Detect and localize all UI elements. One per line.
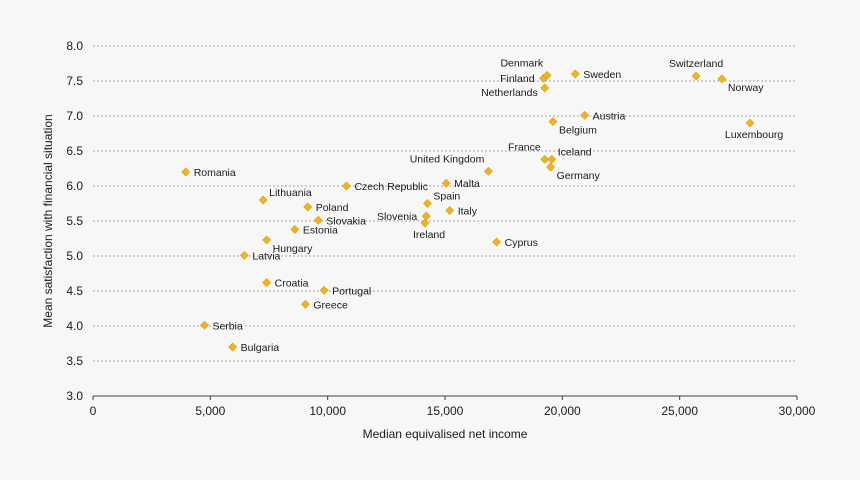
label-cyprus: Cyprus	[505, 237, 538, 249]
point-greece	[300, 299, 310, 309]
point-france	[540, 154, 550, 164]
label-iceland: Iceland	[558, 146, 592, 158]
point-denmark	[542, 70, 552, 80]
point-spain	[422, 199, 432, 208]
x-tick-label: 15,000	[427, 404, 464, 418]
label-slovenia: Slovenia	[377, 211, 417, 223]
point-croatia	[262, 278, 272, 288]
x-tick-label: 20,000	[544, 404, 581, 418]
label-romania: Romania	[194, 167, 236, 179]
label-estonia: Estonia	[303, 224, 338, 236]
y-axis-ticks: 3.0 3.5 4.0 4.5 5.0 5.5 6.0 6.5 7.0 7.5 8.0	[66, 39, 83, 403]
x-axis-title: Median equivalised net income	[363, 427, 528, 441]
data-labels: Romania Serbia Bulgaria Latvia Lithuania Hung…	[194, 57, 784, 354]
point-germany	[546, 162, 556, 172]
point-norway	[717, 74, 727, 84]
label-austria: Austria	[593, 110, 626, 122]
y-tick-label: 7.5	[66, 74, 83, 88]
y-tick-label: 3.0	[66, 389, 83, 403]
label-bulgaria: Bulgaria	[241, 342, 280, 354]
label-italy: Italy	[458, 206, 478, 218]
label-spain: Spain	[433, 191, 460, 203]
label-czech-republic: Czech Republic	[354, 181, 428, 193]
label-malta: Malta	[454, 178, 480, 190]
point-slovakia	[313, 215, 323, 225]
label-finland: Finland	[500, 73, 535, 85]
label-luxembourg: Luxembourg	[725, 129, 784, 141]
label-netherlands: Netherlands	[481, 87, 538, 99]
x-tick-label: 30,000	[779, 404, 816, 418]
y-tick-label: 6.0	[66, 179, 83, 193]
point-slovenia	[421, 211, 431, 221]
label-switzerland: Switzerland	[669, 58, 723, 70]
point-ireland	[420, 218, 430, 228]
point-czech-republic	[342, 181, 351, 191]
point-iceland	[547, 154, 557, 164]
y-tick-label: 4.5	[66, 284, 83, 298]
point-belgium	[548, 117, 558, 127]
label-lithuania: Lithuania	[269, 187, 312, 199]
point-estonia	[290, 224, 300, 234]
point-romania	[181, 167, 191, 177]
label-croatia: Croatia	[275, 278, 309, 290]
label-denmark: Denmark	[500, 57, 543, 69]
label-latvia: Latvia	[252, 250, 280, 262]
y-tick-label: 5.0	[66, 249, 83, 263]
point-united-kingdom	[483, 166, 493, 176]
point-malta	[441, 178, 451, 188]
y-axis-title: Mean satisfaction with financial situati…	[41, 114, 55, 327]
point-switzerland	[691, 71, 701, 81]
point-bulgaria	[228, 342, 238, 352]
y-tick-label: 6.5	[66, 144, 83, 158]
label-united-kingdom: United Kingdom	[410, 153, 485, 165]
point-netherlands	[540, 83, 550, 93]
point-sweden	[570, 69, 580, 79]
x-tick-label: 0	[90, 404, 97, 418]
label-portugal: Portugal	[332, 285, 371, 297]
label-greece: Greece	[313, 299, 348, 311]
label-sweden: Sweden	[583, 69, 621, 81]
label-belgium: Belgium	[559, 125, 597, 137]
label-slovakia: Slovakia	[326, 215, 366, 227]
label-france: France	[508, 141, 541, 153]
point-cyprus	[492, 237, 502, 247]
x-axis-ticks: 0 5,000 10,000 15,000 20,000 25,000 30,000	[90, 396, 816, 418]
point-latvia	[239, 250, 249, 260]
x-tick-label: 10,000	[309, 404, 346, 418]
y-tick-label: 4.0	[66, 319, 83, 333]
point-serbia	[200, 320, 209, 330]
point-austria	[580, 110, 590, 120]
point-portugal	[319, 285, 329, 295]
data-points	[181, 69, 755, 352]
x-tick-label: 5,000	[195, 404, 225, 418]
y-tick-label: 8.0	[66, 39, 83, 53]
y-tick-label: 5.5	[66, 214, 83, 228]
label-germany: Germany	[557, 170, 601, 182]
point-poland	[303, 202, 313, 212]
point-italy	[445, 206, 455, 215]
label-serbia: Serbia	[212, 320, 243, 332]
x-tick-label: 25,000	[661, 404, 698, 418]
gridlines	[93, 45, 797, 362]
point-lithuania	[258, 195, 268, 205]
label-ireland: Ireland	[413, 229, 445, 241]
y-tick-label: 3.5	[66, 354, 83, 368]
label-hungary: Hungary	[273, 243, 313, 255]
point-hungary	[262, 235, 272, 245]
y-tick-label: 7.0	[66, 109, 83, 123]
point-luxembourg	[745, 118, 755, 128]
label-norway: Norway	[728, 82, 764, 94]
label-poland: Poland	[316, 202, 349, 214]
